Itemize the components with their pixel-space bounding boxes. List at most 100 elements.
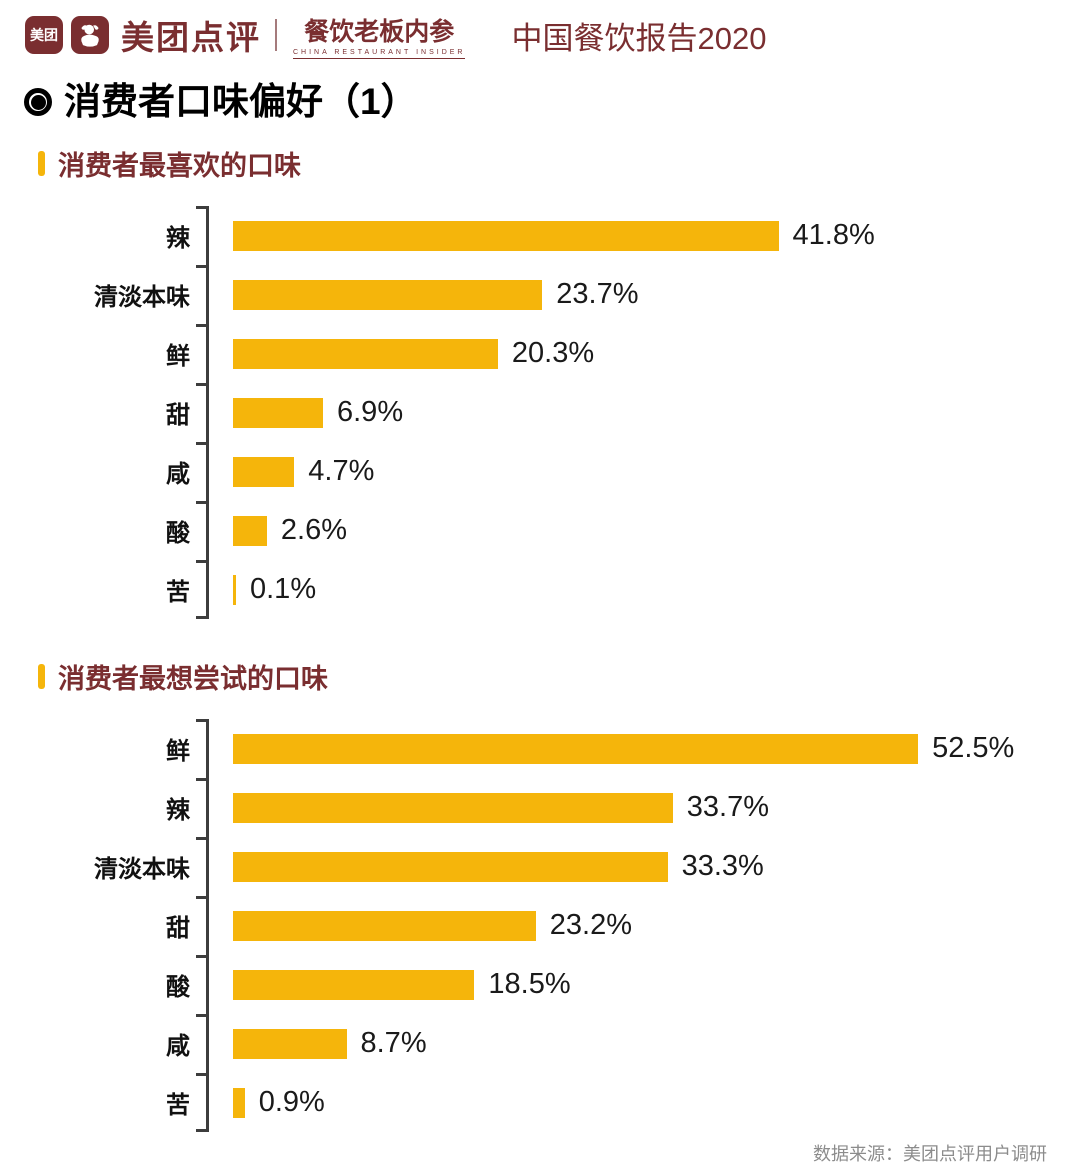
meituan-logo-text: 美团: [30, 27, 58, 43]
chart-row: 酸 2.6%: [0, 501, 1067, 560]
axis-tick: [196, 265, 206, 269]
value-label: 6.9%: [337, 396, 404, 429]
bar: [233, 279, 543, 310]
bar-wrap: 2.6%: [233, 514, 347, 547]
bar: [233, 1028, 347, 1059]
category-label: 酸: [166, 974, 190, 1002]
bar-wrap: 33.7%: [233, 791, 769, 824]
gold-bar-icon: [38, 151, 45, 177]
bar-wrap: 23.2%: [233, 909, 632, 942]
value-label: 18.5%: [488, 968, 571, 1001]
chart-row: 清淡本味 33.3%: [0, 837, 1067, 896]
bar: [233, 574, 236, 605]
brand-name: 美团点评: [121, 19, 261, 56]
value-label: 8.7%: [360, 1027, 427, 1060]
data-source: 数据来源：美团点评用户调研: [813, 1144, 1047, 1165]
report-title: 中国餐饮报告2020: [511, 20, 767, 56]
bar-wrap: 33.3%: [233, 850, 764, 883]
value-label: 0.1%: [250, 573, 317, 606]
value-label: 2.6%: [280, 514, 347, 547]
bar: [233, 220, 779, 251]
axis-tick: [196, 719, 206, 723]
chart-row: 辣 41.8%: [0, 206, 1067, 265]
bar-wrap: 18.5%: [233, 968, 571, 1001]
bar-chart-favorite: 辣 41.8% 清淡本味 23.7% 鲜 20.3% 甜 6.9% 咸 4.7% 酸 2.6% 苦 0.1…: [0, 206, 1067, 620]
section-title-favorite: 消费者最喜欢的口味: [38, 144, 1067, 183]
dianping-kangaroo-icon: [71, 16, 109, 54]
category-label: 鲜: [166, 738, 190, 766]
report-header: 美团 美团点评 餐饮老板内参 CHINA RESTAURANT INSIDER …: [0, 0, 1067, 59]
bar: [233, 338, 498, 369]
axis-tick: [196, 955, 206, 959]
axis-tick: [196, 837, 206, 841]
value-label: 52.5%: [932, 732, 1015, 765]
value-label: 4.7%: [308, 455, 375, 488]
chart-row: 清淡本味 23.7%: [0, 265, 1067, 324]
bar: [233, 515, 267, 546]
gold-bar-icon: [38, 664, 45, 690]
chart-row: 辣 33.7%: [0, 778, 1067, 837]
category-label: 咸: [166, 461, 190, 489]
section-favorite-flavors: 消费者最喜欢的口味 辣 41.8% 清淡本味 23.7% 鲜 20.3% 甜 6.9% 咸 4.7…: [0, 144, 1067, 620]
chart-row: 苦 0.1%: [0, 560, 1067, 619]
bar: [233, 733, 919, 764]
bar: [233, 910, 536, 941]
page-title: 消费者口味偏好（1）: [24, 80, 1067, 124]
chart-row: 酸 18.5%: [0, 955, 1067, 1014]
chart-row: 咸 8.7%: [0, 1014, 1067, 1073]
chart-row: 甜 6.9%: [0, 383, 1067, 442]
y-axis-line: [206, 719, 209, 1133]
chart-row: 苦 0.9%: [0, 1073, 1067, 1132]
section-want-to-try-flavors: 消费者最想尝试的口味 鲜 52.5% 辣 33.7% 清淡本味 33.3% 甜 23.2% 酸 1…: [0, 657, 1067, 1133]
value-label: 0.9%: [258, 1086, 325, 1119]
chart-row: 鲜 52.5%: [0, 719, 1067, 778]
meituan-logo-icon: 美团: [25, 16, 63, 54]
value-label: 23.7%: [556, 278, 639, 311]
bar-wrap: 0.9%: [233, 1086, 325, 1119]
bar-wrap: 6.9%: [233, 396, 403, 429]
value-label: 41.8%: [792, 219, 875, 252]
bar: [233, 397, 323, 428]
axis-tick: [196, 1073, 206, 1077]
category-label: 甜: [166, 402, 190, 430]
axis-tick: [196, 442, 206, 446]
category-label: 辣: [166, 225, 190, 253]
bar-wrap: 52.5%: [233, 732, 1014, 765]
bar-wrap: 4.7%: [233, 455, 374, 488]
value-label: 33.7%: [686, 791, 770, 824]
bar-wrap: 23.7%: [233, 278, 639, 311]
y-axis-line: [206, 206, 209, 620]
chart-row: 甜 23.2%: [0, 896, 1067, 955]
bar-chart-want-to-try: 鲜 52.5% 辣 33.7% 清淡本味 33.3% 甜 23.2% 酸 18.5% 咸 8.7% 苦 0…: [0, 719, 1067, 1133]
axis-tick: [196, 1129, 206, 1133]
value-label: 20.3%: [511, 337, 595, 370]
axis-tick: [196, 1014, 206, 1018]
bar: [233, 792, 673, 823]
value-label: 23.2%: [549, 909, 633, 942]
brand-divider: [275, 19, 277, 51]
axis-tick: [196, 560, 206, 564]
insider-logo-en: CHINA RESTAURANT INSIDER: [293, 49, 466, 59]
value-label: 33.3%: [681, 850, 764, 883]
page-title-text: 消费者口味偏好（1）: [64, 81, 418, 122]
axis-tick: [196, 206, 206, 210]
chart-row: 咸 4.7%: [0, 442, 1067, 501]
insider-logo-cn: 餐饮老板内参: [304, 18, 455, 46]
bar: [233, 851, 668, 882]
bar: [233, 969, 475, 1000]
category-label: 苦: [166, 1092, 190, 1120]
axis-tick: [196, 501, 206, 505]
category-label: 酸: [166, 520, 190, 548]
axis-tick: [196, 383, 206, 387]
axis-tick: [196, 324, 206, 328]
section-title-text: 消费者最想尝试的口味: [58, 664, 328, 695]
bar-wrap: 20.3%: [233, 337, 594, 370]
category-label: 咸: [166, 1033, 190, 1061]
category-label: 鲜: [166, 343, 190, 371]
section-title-text: 消费者最喜欢的口味: [58, 151, 301, 182]
bar-wrap: 41.8%: [233, 219, 875, 252]
bar-wrap: 8.7%: [233, 1027, 427, 1060]
bar: [233, 1087, 245, 1118]
axis-tick: [196, 778, 206, 782]
